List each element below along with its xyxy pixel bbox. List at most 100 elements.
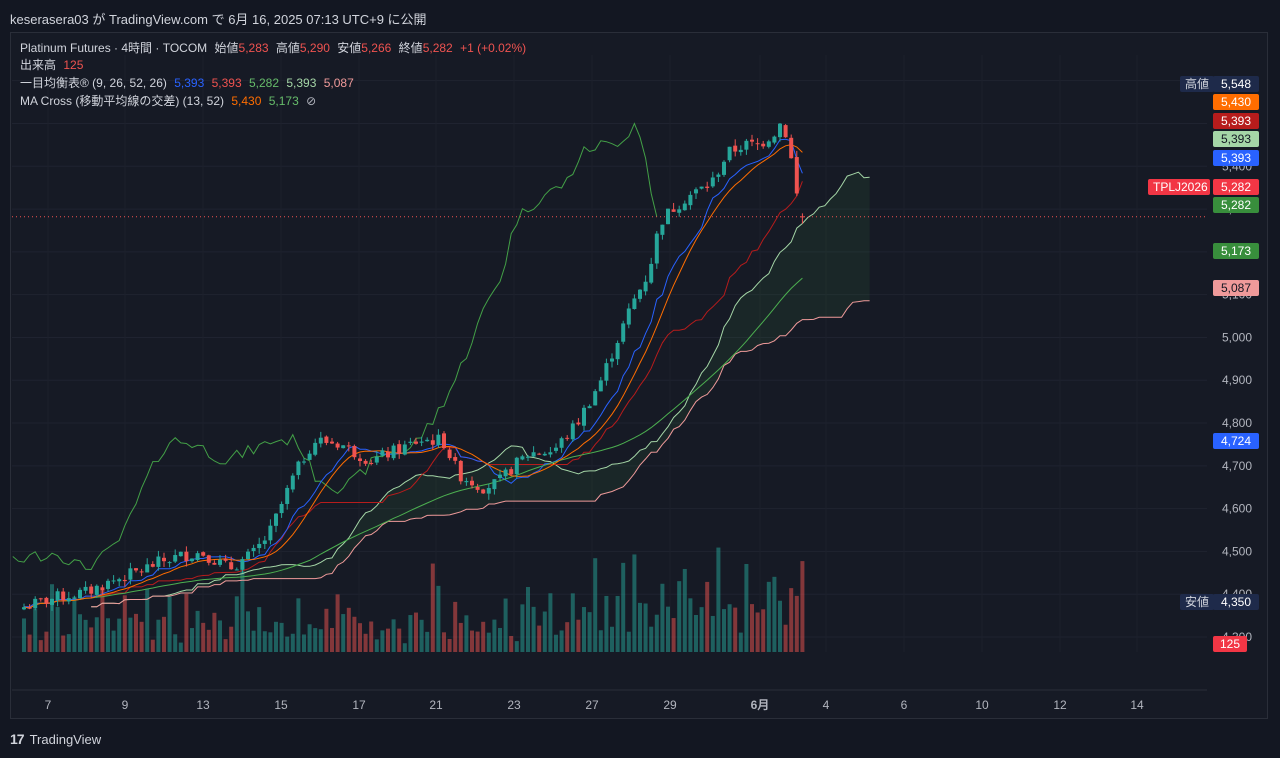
volume-bar: [78, 614, 82, 652]
y-tick-label: 4,600: [1222, 502, 1252, 516]
candle-body: [475, 486, 480, 490]
candle-body: [27, 607, 32, 609]
volume-bar: [542, 611, 547, 652]
volume-bar: [615, 595, 620, 652]
span-a-line: [91, 171, 870, 608]
candle-body: [156, 556, 161, 567]
candle-body: [615, 342, 620, 360]
volume-bar: [313, 628, 318, 652]
hidden-eye-icon[interactable]: ⊘: [306, 94, 317, 108]
span-a-value: 5,393: [286, 76, 317, 90]
close-value: 5,282: [422, 41, 453, 55]
legend-symbol: Platinum Futures · 4時間 · TOCOM 始値5,283 高…: [20, 39, 530, 56]
x-tick-label: 29: [663, 698, 677, 712]
candle-body: [699, 186, 704, 189]
volume-bar: [274, 621, 278, 652]
candle-body: [531, 452, 536, 457]
volume-bar: [766, 581, 771, 652]
candle-body: [733, 145, 738, 152]
candle-body: [503, 469, 508, 477]
candle-body: [548, 452, 553, 455]
candle-body: [167, 562, 172, 564]
volume-bar: [716, 547, 721, 652]
volume-bar: [677, 581, 682, 652]
volume-bar: [229, 626, 234, 652]
candle-body: [279, 503, 284, 514]
tenkan-line: [24, 138, 803, 608]
candle-body: [604, 363, 609, 381]
legend-ichimoku: 一目均衡表® (9, 26, 52, 26) 5,393 5,393 5,282…: [20, 74, 358, 91]
volume-bar: [430, 563, 435, 652]
low-tag: 4,350: [1213, 594, 1259, 610]
candle-body: [794, 157, 799, 194]
low-value: 5,266: [361, 41, 392, 55]
open-label: 始値: [214, 41, 239, 55]
volume-value: 125: [63, 58, 84, 72]
volume-bar: [150, 639, 155, 652]
x-tick-label: 21: [429, 698, 443, 712]
volume-bar: [794, 595, 799, 652]
candle-body: [38, 598, 43, 600]
volume-bar: [576, 619, 581, 652]
volume-bar: [279, 622, 284, 652]
volume-bar: [50, 584, 54, 652]
span-b-value: 5,087: [323, 76, 354, 90]
candle-body: [738, 149, 743, 153]
volume-bar: [626, 631, 631, 652]
candle-body: [727, 146, 732, 161]
candle-body: [201, 552, 206, 556]
candle-body: [150, 564, 155, 567]
candle-body: [593, 391, 598, 406]
volume-bar: [772, 576, 777, 652]
volume-bar: [307, 624, 312, 652]
candle-body: [55, 591, 60, 601]
candle-body: [223, 558, 228, 561]
volume-bar: [117, 618, 122, 652]
candle-body: [565, 437, 570, 439]
volume-bar: [363, 633, 368, 652]
candle-body: [789, 137, 794, 159]
volume-bar: [100, 590, 105, 652]
volume-bar: [414, 612, 418, 652]
volume-bar: [145, 588, 150, 652]
span-a-tag: 5,282: [1213, 197, 1259, 213]
candle-body: [358, 458, 362, 462]
volume-bar: [710, 615, 715, 652]
volume-bar: [442, 632, 446, 652]
volume-bar: [111, 630, 116, 652]
candle-body: [335, 443, 340, 448]
ma52-line: [23, 277, 803, 609]
candle-body: [257, 543, 262, 549]
ichimoku-label: 一目均衡表® (9, 26, 52, 26): [20, 76, 167, 90]
volume-label: 出来高: [20, 58, 57, 72]
chikou-tag: 5,393: [1213, 131, 1259, 147]
volume-bar: [632, 554, 637, 652]
candle-body: [464, 481, 469, 483]
candle-body: [570, 423, 575, 440]
volume-bar: [61, 635, 66, 652]
candle-body: [621, 323, 626, 342]
volume-bar: [190, 628, 194, 652]
candle-body: [638, 289, 642, 299]
volume-bar: [134, 613, 138, 652]
candle-body: [83, 586, 88, 591]
candle-body: [688, 194, 693, 206]
y-tick-label: 5,000: [1222, 330, 1252, 344]
x-tick-label: 6: [901, 698, 908, 712]
candle-body: [61, 591, 66, 601]
candle-body: [296, 461, 301, 476]
candle-body: [397, 444, 402, 454]
volume-bar: [419, 619, 424, 652]
high-label: 高値: [275, 41, 300, 55]
volume-bar: [173, 634, 178, 652]
candle-body: [352, 445, 357, 458]
tradingview-logo-icon: 17: [10, 731, 25, 747]
candle-body: [66, 598, 71, 602]
volume-bar: [89, 627, 94, 652]
span-b-line: [91, 300, 870, 608]
publish-header: keserasera03 が TradingView.com で 6月 16, …: [0, 0, 1280, 32]
candle-body: [218, 559, 222, 565]
candle-body: [22, 607, 26, 610]
x-tick-label: 27: [585, 698, 599, 712]
